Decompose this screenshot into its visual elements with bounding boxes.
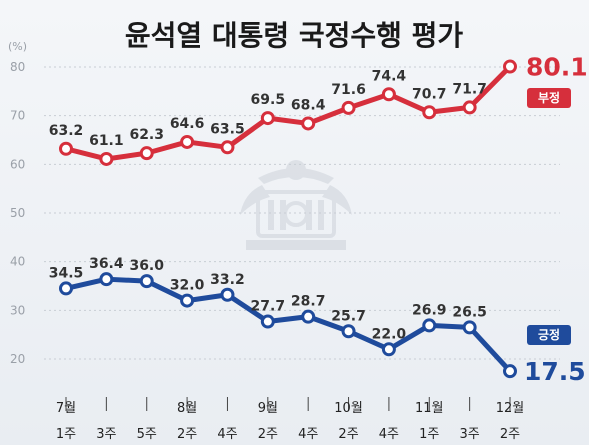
y-tick-label-70: 70 bbox=[10, 109, 25, 123]
legend-label-negative: 부정 bbox=[538, 90, 560, 105]
month-label-7: 10월 bbox=[334, 401, 363, 416]
x-tick-label-7: 2주 bbox=[338, 427, 358, 442]
y-tick-label-80: 80 bbox=[10, 60, 25, 74]
month-label-5: 9월 bbox=[258, 401, 278, 416]
data-point-negative-6 bbox=[301, 116, 316, 131]
data-label-positive-last: 17.5 bbox=[524, 357, 586, 386]
data-label-negative-8: 74.4 bbox=[372, 68, 407, 84]
data-point-negative-3 bbox=[180, 134, 195, 149]
label-layer: 63.2 61.1 62.3 64.6 63.5 69.5 68.4 71.6 74.4 70.7… bbox=[49, 53, 588, 387]
emblem-watermark bbox=[240, 160, 352, 250]
x-tick-label-3: 2주 bbox=[177, 427, 197, 442]
data-label-negative-10: 71.7 bbox=[452, 81, 487, 97]
data-point-positive-9 bbox=[422, 318, 437, 333]
x-tick-label-10: 3주 bbox=[460, 427, 480, 442]
x-tick-label-11: 2주 bbox=[500, 427, 520, 442]
data-label-negative-3: 64.6 bbox=[170, 116, 205, 132]
data-point-negative-2 bbox=[139, 146, 154, 161]
month-label-11: 12월 bbox=[496, 401, 525, 416]
series-line-negative bbox=[63, 64, 513, 162]
x-tick-label-6: 4주 bbox=[298, 427, 318, 442]
data-point-positive-8 bbox=[381, 342, 396, 357]
x-tick-label-1: 3주 bbox=[96, 427, 116, 442]
data-point-positive-3 bbox=[180, 293, 195, 308]
y-tick-label-50: 50 bbox=[10, 206, 25, 220]
data-label-negative-7: 71.6 bbox=[331, 82, 366, 98]
data-point-positive-0 bbox=[59, 281, 73, 296]
data-point-positive-11 bbox=[503, 364, 517, 379]
data-label-positive-2: 36.0 bbox=[129, 258, 164, 274]
data-label-positive-7: 25.7 bbox=[331, 308, 366, 324]
data-point-positive-10 bbox=[462, 320, 477, 335]
data-point-negative-0 bbox=[59, 141, 73, 156]
x-tick-label-4: 4주 bbox=[217, 427, 237, 442]
data-label-positive-8: 22.0 bbox=[372, 326, 407, 342]
data-point-positive-1 bbox=[99, 272, 114, 287]
y-tick-label-20: 20 bbox=[10, 352, 25, 366]
series-line-positive bbox=[63, 276, 513, 374]
y-tick-label-40: 40 bbox=[10, 255, 25, 269]
legend-badge-negative bbox=[527, 88, 571, 108]
data-label-positive-10: 26.5 bbox=[452, 304, 487, 320]
data-point-negative-8 bbox=[381, 87, 396, 102]
x-tick-label-0: 1주 bbox=[56, 427, 76, 442]
grid-layer bbox=[44, 66, 560, 360]
data-label-positive-1: 36.4 bbox=[89, 256, 124, 272]
data-label-negative-5: 69.5 bbox=[251, 92, 286, 108]
month-label-9: 11월 bbox=[415, 401, 444, 416]
data-point-positive-7 bbox=[341, 324, 356, 339]
data-point-positive-2 bbox=[139, 274, 154, 289]
data-label-positive-4: 33.2 bbox=[210, 272, 245, 288]
data-point-negative-7 bbox=[341, 100, 356, 115]
data-label-positive-0: 34.5 bbox=[49, 265, 84, 281]
data-point-negative-5 bbox=[260, 111, 275, 126]
data-point-positive-5 bbox=[260, 314, 275, 329]
data-label-positive-5: 27.7 bbox=[251, 299, 286, 315]
month-label-3: 8월 bbox=[177, 401, 197, 416]
unit-label: (%) bbox=[8, 40, 27, 53]
data-label-positive-3: 32.0 bbox=[170, 278, 205, 294]
data-label-negative-9: 70.7 bbox=[412, 86, 447, 102]
chart-title: 윤석열 대통령 국정수행 평가 bbox=[125, 19, 464, 52]
data-label-negative-1: 61.1 bbox=[89, 133, 124, 149]
data-point-negative-1 bbox=[99, 151, 114, 166]
x-tick-label-8: 4주 bbox=[379, 427, 399, 442]
data-label-negative-2: 62.3 bbox=[129, 127, 164, 143]
y-tick-label-60: 60 bbox=[10, 157, 25, 171]
data-label-positive-9: 26.9 bbox=[412, 302, 447, 318]
month-label-0: 7월 bbox=[56, 401, 76, 416]
data-point-negative-10 bbox=[462, 100, 477, 115]
legend-badge-positive bbox=[527, 325, 571, 345]
data-label-negative-4: 63.5 bbox=[210, 121, 245, 137]
data-label-negative-0: 63.2 bbox=[49, 123, 84, 139]
data-point-positive-4 bbox=[220, 287, 235, 302]
y-tick-label-30: 30 bbox=[10, 303, 25, 317]
x-tick-label-9: 1주 bbox=[419, 427, 439, 442]
data-label-negative-6: 68.4 bbox=[291, 97, 326, 113]
data-point-negative-4 bbox=[220, 140, 235, 155]
axis-layer: 20 30 40 50 60 70 80 1주 3주 5주 2주 4주 2주 4주 2주 4주 1주 3주 2주 7월… bbox=[10, 60, 524, 442]
data-point-negative-9 bbox=[422, 105, 437, 120]
series-layer bbox=[59, 59, 517, 379]
data-point-negative-11 bbox=[503, 59, 517, 74]
x-tick-label-5: 2주 bbox=[258, 427, 278, 442]
x-tick-label-2: 5주 bbox=[137, 427, 157, 442]
data-label-negative-last: 80.1 bbox=[526, 53, 588, 82]
data-point-positive-6 bbox=[301, 309, 316, 324]
legend-label-positive: 긍정 bbox=[538, 327, 560, 342]
data-label-positive-6: 28.7 bbox=[291, 294, 326, 310]
